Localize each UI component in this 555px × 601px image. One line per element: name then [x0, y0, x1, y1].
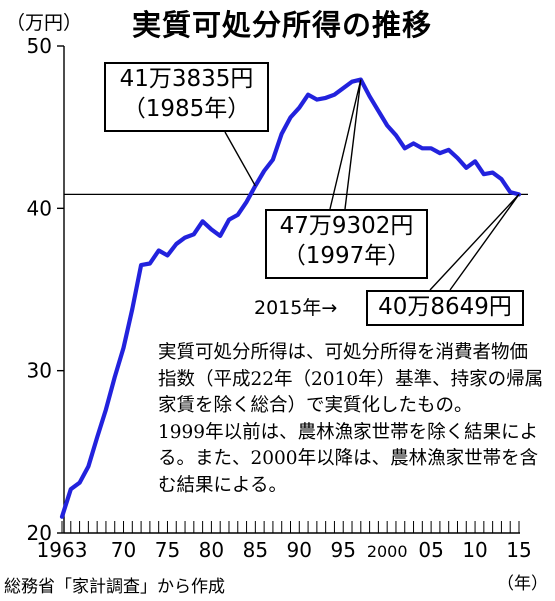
callout-1997-year: （1997年）: [282, 243, 411, 269]
callout-2015-prefix: 2015年→: [254, 297, 338, 319]
callout-leaders: [224, 79, 520, 291]
x-tick-label: 2000: [367, 542, 408, 561]
axes: [57, 45, 520, 534]
x-tick-label: 15: [506, 538, 531, 562]
callout-1985-year: （1985年）: [122, 96, 251, 122]
x-tick-label: 10: [462, 538, 487, 562]
series-line: [59, 77, 522, 519]
series-group: [59, 77, 522, 519]
callout-1985: 41万3835円 （1985年）: [104, 62, 269, 132]
leader-2015: [429, 193, 520, 291]
callout-1997: 47万9302円 （1997年）: [265, 209, 428, 279]
tick-labels: 20 30 40 50 1963 70 75 80 85 90 95 2000 05 10 15: [27, 34, 532, 562]
x-tick-label: 85: [243, 538, 268, 562]
callout-1997-value: 47万9302円: [279, 213, 414, 239]
leader-1997: [329, 79, 362, 210]
y-tick-label: 20: [27, 521, 52, 545]
callout-2015-value: 40万8649円: [378, 294, 512, 320]
callout-2015: 40万8649円: [366, 290, 524, 326]
x-tick-label: 1963: [37, 538, 88, 562]
callout-1985-value: 41万3835円: [119, 66, 254, 92]
note-line-1: 実質可処分所得は、可処分所得を消費者物価指数（平成22年（2010年）基準、持家…: [158, 342, 544, 416]
source-label: 総務省「家計調査」から作成: [4, 577, 225, 597]
y-tick-label: 50: [27, 34, 52, 58]
leader-1985: [224, 131, 256, 187]
chart-title: 実質可処分所得の推移: [132, 8, 433, 42]
x-tick-label: 05: [418, 538, 443, 562]
note-line-2: 1999年以前は、農林漁家世帯を除く結果による。また、2000年以降は、農林漁家…: [158, 421, 539, 496]
x-tick-label: 70: [111, 538, 136, 562]
y-tick-label: 40: [27, 196, 52, 220]
chart-note: 実質可処分所得は、可処分所得を消費者物価指数（平成22年（2010年）基準、持家…: [138, 340, 546, 499]
x-unit-label: （年）: [497, 574, 548, 594]
x-tick-label: 90: [287, 538, 312, 562]
x-tick-label: 75: [155, 538, 180, 562]
y-unit-label: （万円）: [6, 12, 83, 34]
x-tick-label: 80: [199, 538, 224, 562]
y-tick-label: 30: [27, 359, 52, 383]
x-tick-label: 95: [331, 538, 356, 562]
